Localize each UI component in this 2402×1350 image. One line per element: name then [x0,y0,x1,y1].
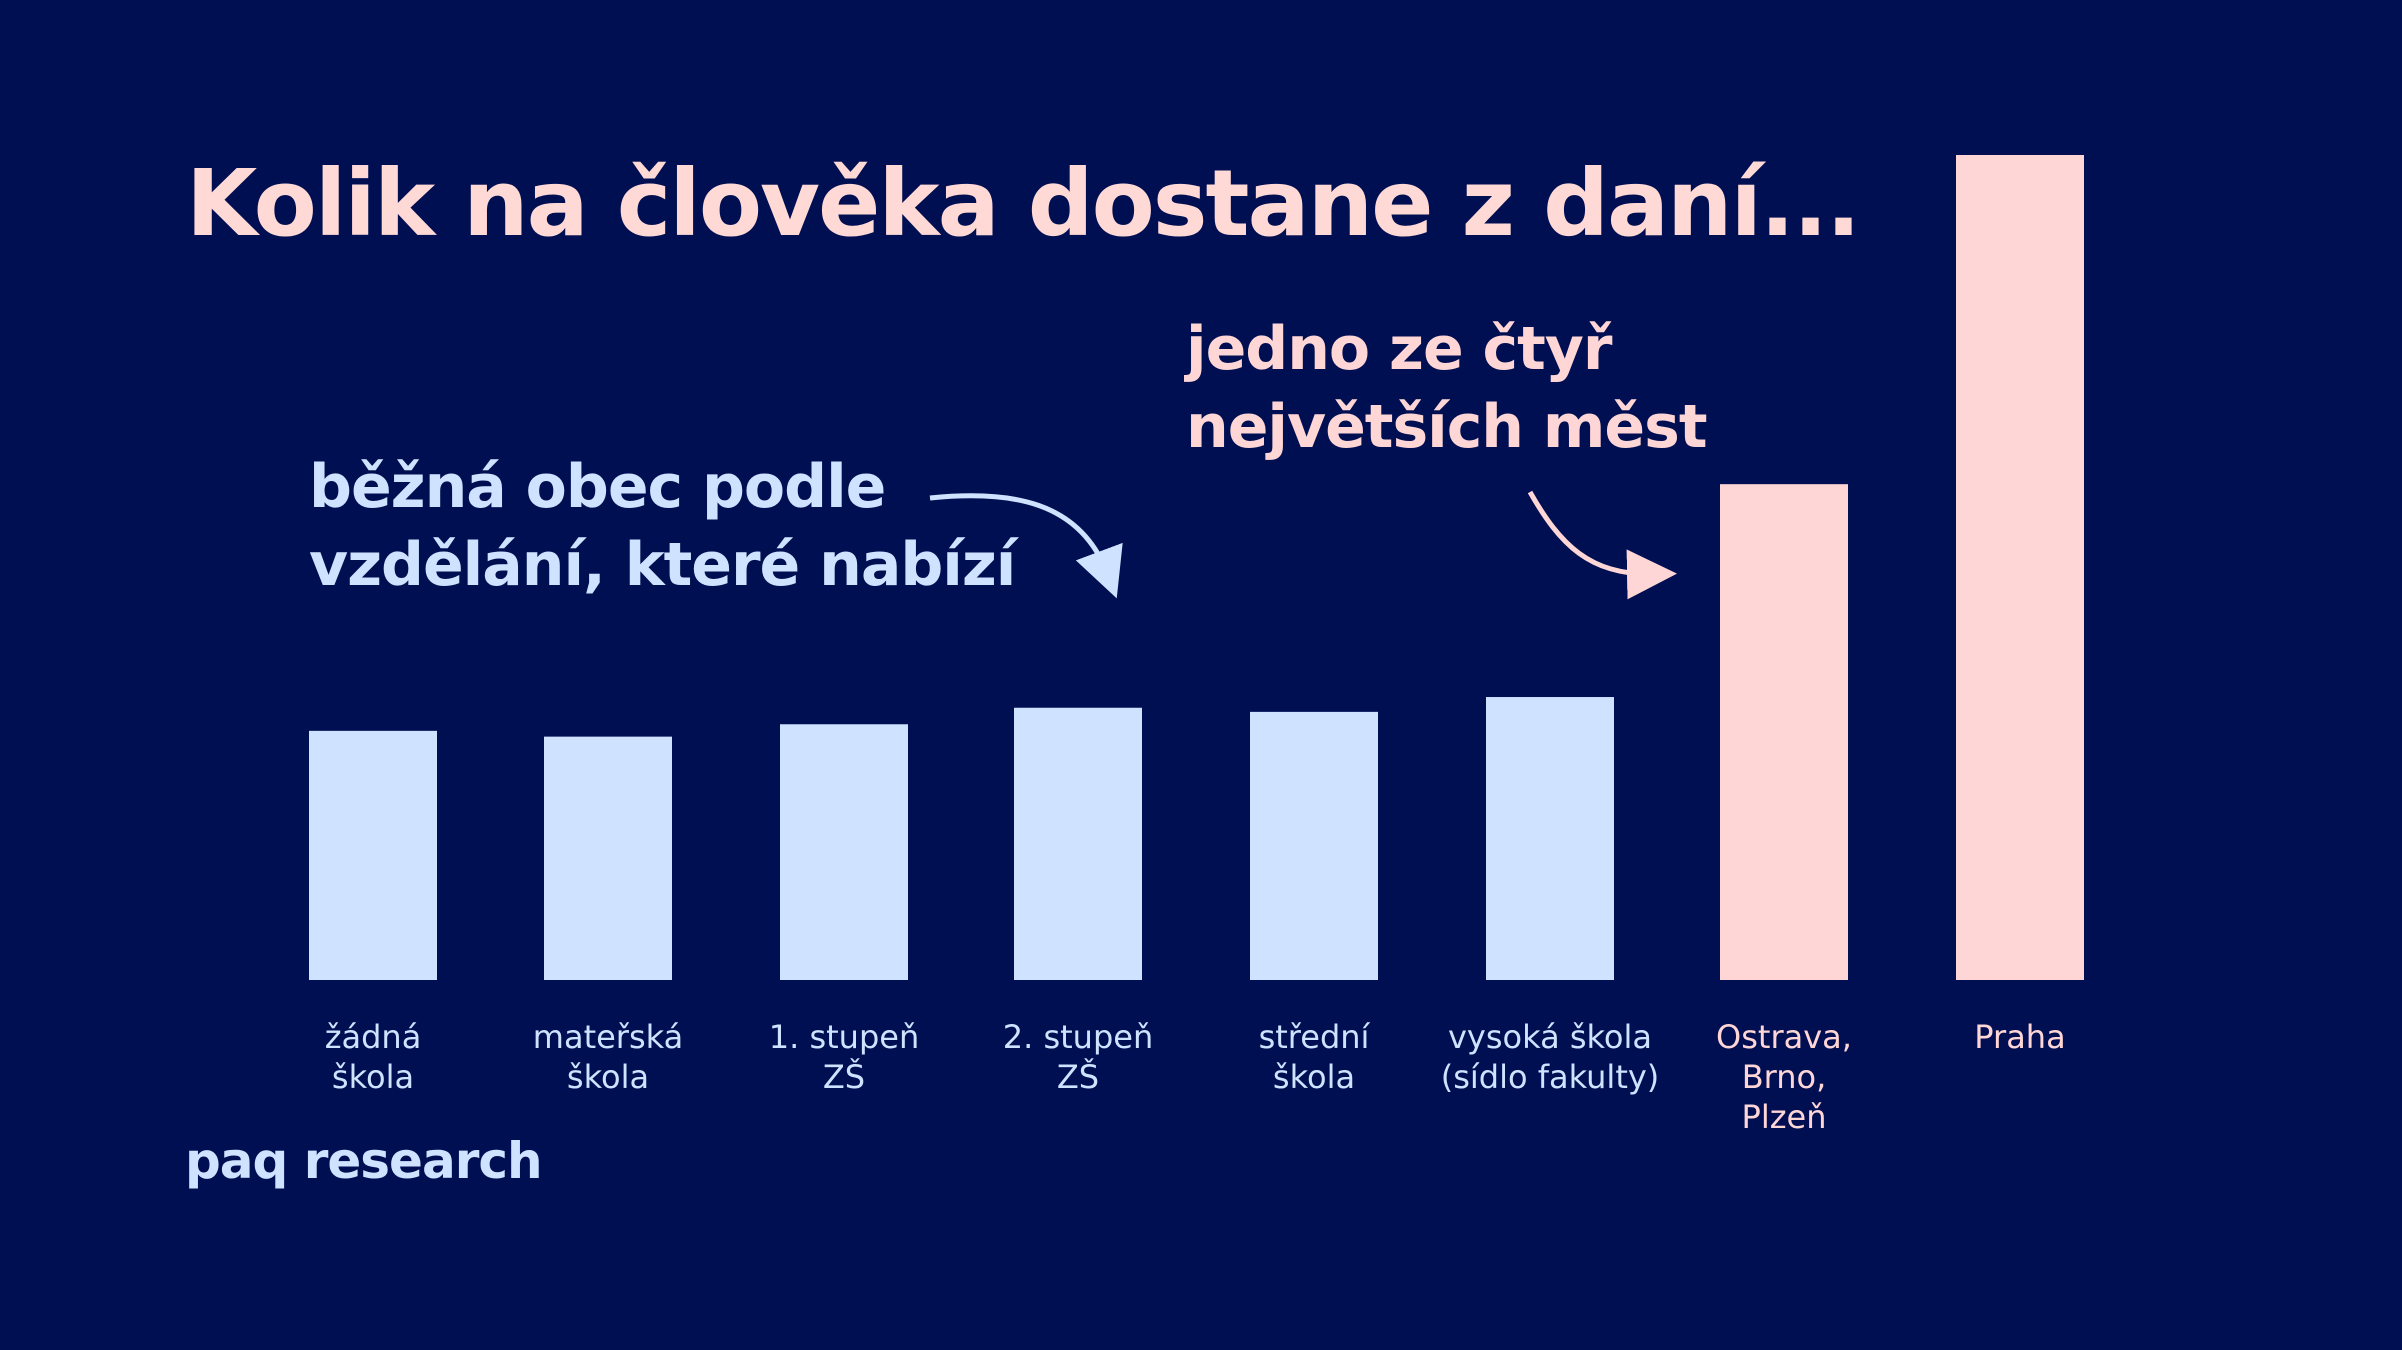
category-label-line: vysoká škola [1447,1018,1652,1056]
arrow-cities [1527,490,1677,600]
category-label: vysoká škola (sídlo fakulty) [1430,1017,1670,1097]
category-label-line: (sídlo fakulty) [1440,1058,1660,1096]
bar [544,736,672,980]
chart-title: Kolik na člověka dostane z daní... [186,150,1861,257]
category-label-line: 1. stupeň [768,1018,920,1056]
bar [1956,155,2084,980]
category-label-line: škola [1272,1058,1356,1096]
annotation-line: vzdělání, které nabízí [309,530,1016,600]
category-label: Praha [1900,1017,2140,1057]
category-label-line: ZŠ [1056,1058,1100,1096]
category-label-line: Brno, [1741,1058,1827,1096]
logo: paq research [185,1132,543,1190]
bar [780,724,908,980]
annotation-line: běžná obec podle [309,452,886,522]
annotation-common: běžná obec podle vzdělání, které nabízí [309,448,1016,604]
category-label-line: škola [566,1058,650,1096]
category-label-line: ZŠ [822,1058,866,1096]
category-label-line: mateřská [532,1018,684,1056]
category-label: 2. stupeň ZŠ [958,1017,1198,1097]
bar [1014,707,1142,980]
category-label: Ostrava, Brno, Plzeň [1664,1017,1904,1137]
category-label-line: Plzeň [1741,1098,1827,1136]
category-label: mateřská škola [488,1017,728,1097]
category-label-line: Ostrava, [1716,1018,1852,1056]
category-label-line: 2. stupeň [1002,1018,1154,1056]
category-label: 1. stupeň ZŠ [724,1017,964,1097]
category-label-line: střední [1258,1018,1370,1056]
bar [309,730,437,980]
category-label: střední škola [1194,1017,1434,1097]
bar [1250,711,1378,980]
category-label-line: škola [331,1058,415,1096]
annotation-line: největších měst [1186,392,1708,462]
annotation-cities: jedno ze čtyř největších měst [1186,310,1708,466]
bar [1486,697,1614,980]
annotation-line: jedno ze čtyř [1186,314,1612,384]
category-label-line: žádná [324,1018,422,1056]
category-label-line: Praha [1974,1018,2066,1056]
arrow-common [929,493,1123,599]
bar [1720,484,1848,980]
category-label: žádná škola [253,1017,493,1097]
